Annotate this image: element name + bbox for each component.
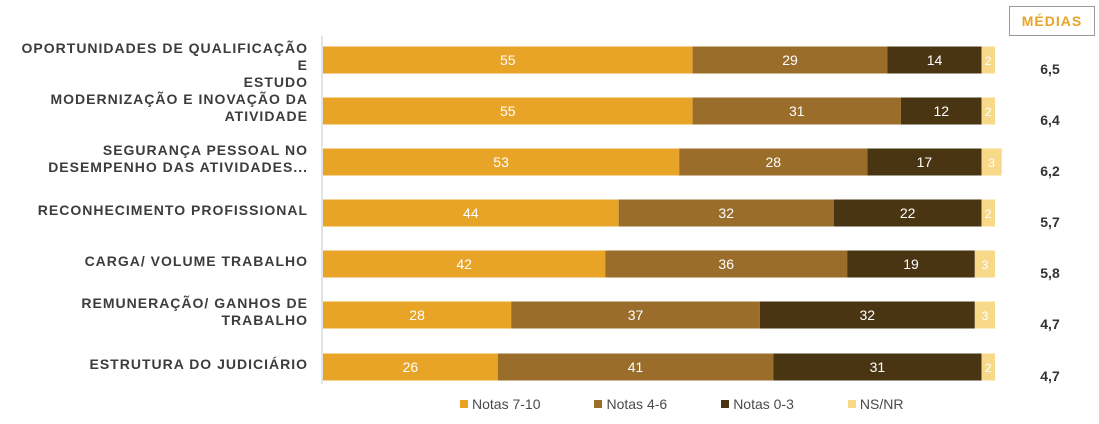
legend-label: NS/NR bbox=[859, 396, 904, 412]
bar-segment bbox=[605, 250, 848, 278]
bar-segment bbox=[323, 148, 680, 176]
bar-segment bbox=[900, 97, 982, 125]
legend-swatch bbox=[721, 400, 730, 408]
legend: Notas 7-10 Notas 4-6 Notas 0-3 NS/NR bbox=[460, 396, 903, 412]
legend-swatch bbox=[847, 400, 856, 408]
bar-value-label: 53 bbox=[493, 154, 509, 170]
category-label: ESTRUTURA DO JUDICIÁRIO bbox=[89, 355, 308, 372]
bar-segment bbox=[692, 97, 901, 125]
bar-segment bbox=[323, 97, 693, 125]
bar-value-label: 17 bbox=[917, 154, 933, 170]
legend-label: Notas 4-6 bbox=[606, 396, 668, 412]
bar-value-label: 2 bbox=[985, 361, 992, 375]
average-value: 4,7 bbox=[1040, 316, 1060, 332]
bar-value-label: 14 bbox=[927, 52, 943, 68]
bar-value-label: 2 bbox=[985, 105, 992, 119]
bar-segment bbox=[759, 301, 975, 329]
bar-value-label: 3 bbox=[982, 258, 989, 272]
bar-value-label: 55 bbox=[500, 103, 516, 119]
legend-item: Notas 0-3 bbox=[721, 396, 794, 412]
bar-value-label: 2 bbox=[985, 54, 992, 68]
average-value: 6,4 bbox=[1040, 112, 1060, 128]
bar-value-label: 3 bbox=[982, 309, 989, 323]
average-value: 6,5 bbox=[1040, 61, 1060, 77]
average-value: 6,2 bbox=[1040, 163, 1060, 179]
bar-segment bbox=[974, 301, 995, 329]
bar-value-label: 2 bbox=[985, 207, 992, 221]
bar-segment bbox=[511, 301, 760, 329]
bar-value-label: 28 bbox=[409, 307, 425, 323]
bar-value-label: 44 bbox=[463, 205, 479, 221]
bar-value-label: 32 bbox=[860, 307, 876, 323]
bar-value-label: 36 bbox=[718, 256, 734, 272]
bar-segment bbox=[323, 250, 606, 278]
legend-label: Notas 7-10 bbox=[472, 396, 541, 412]
bar-value-label: 28 bbox=[765, 154, 781, 170]
bar-value-label: 12 bbox=[933, 103, 949, 119]
bar-segment bbox=[981, 97, 995, 125]
bar-segment bbox=[323, 46, 693, 74]
bar-segment bbox=[974, 250, 995, 278]
legend-swatch bbox=[594, 400, 603, 408]
bar-value-label: 31 bbox=[789, 103, 805, 119]
bar-segment bbox=[679, 148, 868, 176]
category-label: OPORTUNIDADES DE QUALIFICAÇÃO E ESTUDO bbox=[21, 40, 308, 90]
legend-swatch bbox=[460, 400, 468, 408]
bar-segment bbox=[497, 353, 774, 381]
bar-segment bbox=[833, 199, 982, 227]
bar-segment bbox=[323, 199, 619, 227]
legend-item: Notas 4-6 bbox=[594, 396, 667, 412]
bar-segment bbox=[323, 353, 498, 381]
bar-segment bbox=[981, 148, 1002, 176]
bar-segment bbox=[867, 148, 982, 176]
bar-segment bbox=[981, 353, 995, 381]
category-label: SEGURANÇA PESSOAL NO DESEMPENHO DAS ATIV… bbox=[48, 142, 308, 175]
bar-value-label: 26 bbox=[403, 359, 419, 375]
bars-group: 55 29 14 255 31 12 253 28 17 344 32 22 242 36 19 328 37 3… bbox=[323, 46, 1002, 381]
bar-segment bbox=[323, 301, 512, 329]
bar-segment bbox=[773, 353, 982, 381]
average-value: 5,8 bbox=[1040, 265, 1060, 281]
bar-segment bbox=[981, 46, 995, 74]
bar-value-label: 3 bbox=[988, 156, 995, 170]
averages-header: MÉDIAS bbox=[1009, 6, 1095, 36]
bar-value-label: 22 bbox=[900, 205, 916, 221]
bar-segment bbox=[692, 46, 888, 74]
bar-value-label: 19 bbox=[903, 256, 919, 272]
legend-item: Notas 7-10 bbox=[460, 396, 540, 412]
bar-value-label: 41 bbox=[628, 359, 644, 375]
legend-item: NS/NR bbox=[847, 396, 904, 412]
category-label: RECONHECIMENTO PROFISSIONAL bbox=[37, 201, 308, 218]
bar-value-label: 55 bbox=[500, 52, 516, 68]
bar-segment bbox=[887, 46, 982, 74]
bar-value-label: 29 bbox=[782, 52, 798, 68]
bar-value-label: 37 bbox=[628, 307, 644, 323]
bar-value-label: 32 bbox=[718, 205, 734, 221]
average-value: 5,7 bbox=[1040, 214, 1060, 230]
bar-segment bbox=[847, 250, 975, 278]
legend-label: Notas 0-3 bbox=[733, 396, 794, 412]
category-label: REMUNERAÇÃO/ GANHOS DE TRABALHO bbox=[81, 295, 308, 328]
average-value: 4,7 bbox=[1040, 368, 1060, 384]
category-label: MODERNIZAÇÃO E INOVAÇÃO DA ATIVIDADE bbox=[50, 91, 308, 124]
bar-segment bbox=[981, 199, 995, 227]
category-label: CARGA/ VOLUME TRABALHO bbox=[84, 252, 308, 269]
bar-value-label: 42 bbox=[456, 256, 472, 272]
bar-segment bbox=[618, 199, 834, 227]
bar-value-label: 31 bbox=[870, 359, 886, 375]
